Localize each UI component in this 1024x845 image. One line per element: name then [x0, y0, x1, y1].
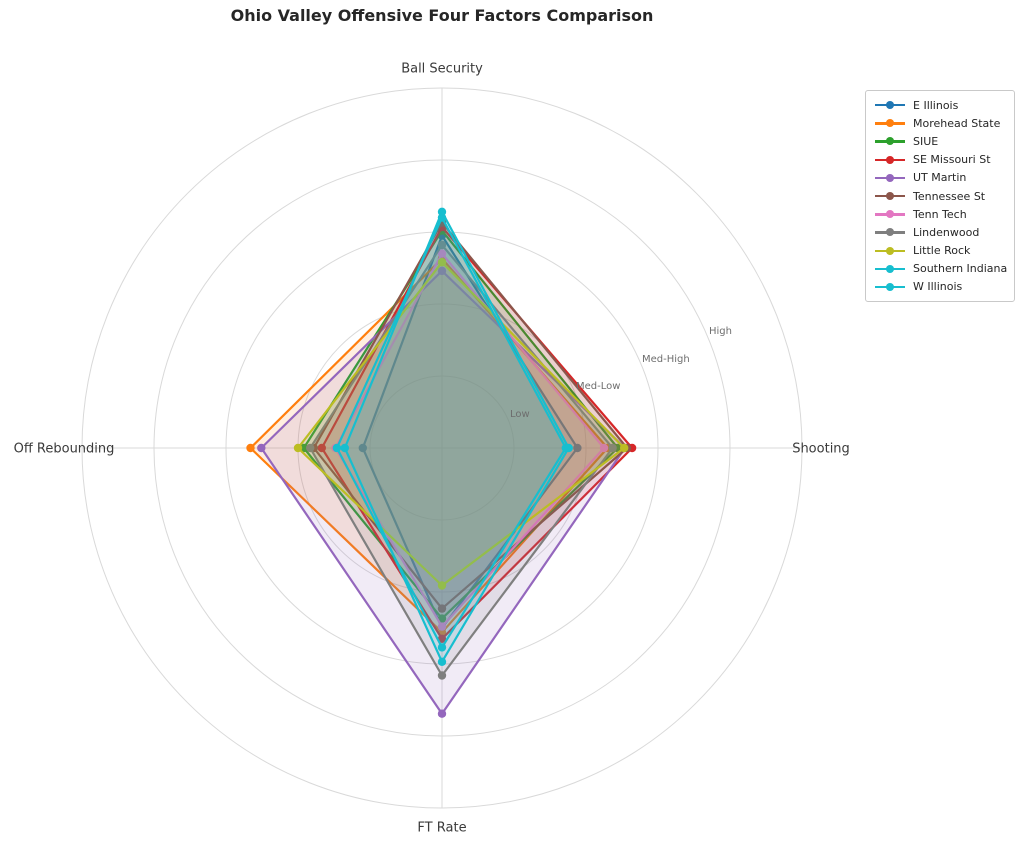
series-marker: [437, 709, 447, 718]
legend-item: Tennessee St: [875, 187, 1005, 205]
series-marker: [437, 258, 447, 267]
legend-label: Morehead State: [913, 116, 1001, 130]
series-marker: [437, 657, 447, 666]
legend-marker: [875, 246, 905, 256]
series-marker: [340, 443, 349, 453]
legend-item: UT Martin: [875, 169, 1005, 187]
radial-tick-med-high: Med-High: [642, 354, 690, 365]
series-southern-indiana: [332, 213, 570, 652]
legend-label: SIUE: [913, 134, 939, 148]
series-marker: [573, 443, 582, 453]
series-marker: [246, 443, 255, 453]
legend-marker: [875, 209, 905, 219]
legend-item: SIUE: [875, 132, 1005, 150]
series-marker: [257, 443, 266, 453]
series-marker: [437, 634, 447, 643]
series-marker: [317, 443, 326, 453]
legend-item: Little Rock: [875, 242, 1005, 260]
series-marker: [437, 643, 447, 652]
legend-marker: [875, 155, 905, 165]
series-fill: [313, 222, 627, 609]
radial-tick-med-low: Med-Low: [576, 381, 621, 392]
series-marker: [620, 443, 629, 453]
legend-box: E Illinois Morehead State SIUE SE Missou…: [865, 90, 1015, 303]
legend-label: Southern Indiana: [913, 262, 1008, 276]
series-marker: [437, 266, 447, 276]
axis-label-shooting: Shooting: [792, 441, 850, 457]
series-marker: [437, 622, 447, 631]
legend-marker: [875, 191, 905, 201]
series-marker: [293, 443, 303, 453]
series-lindenwood: [306, 240, 617, 680]
series-marker: [437, 207, 447, 216]
series-marker: [608, 443, 617, 453]
legend-label: Little Rock: [913, 244, 971, 258]
legend-marker: [875, 136, 905, 146]
series-layer: [246, 207, 637, 718]
series-marker: [437, 604, 447, 613]
series-marker: [437, 671, 447, 680]
legend-item: E Illinois: [875, 96, 1005, 114]
series-marker: [437, 614, 447, 623]
series-marker: [437, 240, 447, 250]
axis-label-ft-rate: FT Rate: [417, 820, 467, 836]
legend-item: W Illinois: [875, 278, 1005, 296]
legend-marker: [875, 118, 905, 128]
legend-label: W Illinois: [913, 280, 963, 294]
legend-label: Tennessee St: [913, 189, 986, 203]
series-marker: [306, 443, 315, 453]
legend-label: Tenn Tech: [913, 207, 967, 221]
radial-tick-low: Low: [510, 409, 530, 420]
series-fill: [335, 253, 604, 627]
series-marker: [437, 249, 447, 258]
series-marker: [599, 443, 609, 453]
legend-marker: [875, 227, 905, 237]
series-fill: [310, 245, 613, 676]
series-w-illinois: [340, 207, 573, 666]
legend-marker: [875, 282, 905, 292]
radial-tick-high: High: [709, 326, 732, 337]
legend-item: Morehead State: [875, 114, 1005, 132]
legend-item: Tenn Tech: [875, 205, 1005, 223]
legend-label: SE Missouri St: [913, 153, 991, 167]
legend-label: Lindenwood: [913, 225, 980, 239]
chart-title: Ohio Valley Offensive Four Factors Compa…: [230, 6, 654, 25]
legend-label: E Illinois: [913, 98, 959, 112]
series-little-rock: [293, 258, 629, 590]
legend-item: Lindenwood: [875, 223, 1005, 241]
legend-item: Southern Indiana: [875, 260, 1008, 278]
series-fill: [344, 211, 569, 662]
legend-item: SE Missouri St: [875, 151, 1005, 169]
axis-label-ball-security: Ball Security: [401, 61, 483, 77]
legend-label: UT Martin: [913, 171, 967, 185]
legend-marker: [875, 173, 905, 183]
series-fill: [362, 235, 578, 628]
series-marker: [564, 443, 573, 453]
legend-marker: [875, 100, 905, 110]
series-marker: [358, 443, 367, 453]
axis-label-off-rebounding: Off Rebounding: [13, 441, 115, 457]
series-marker: [332, 443, 342, 453]
legend-marker: [875, 264, 905, 274]
series-marker: [437, 581, 447, 590]
